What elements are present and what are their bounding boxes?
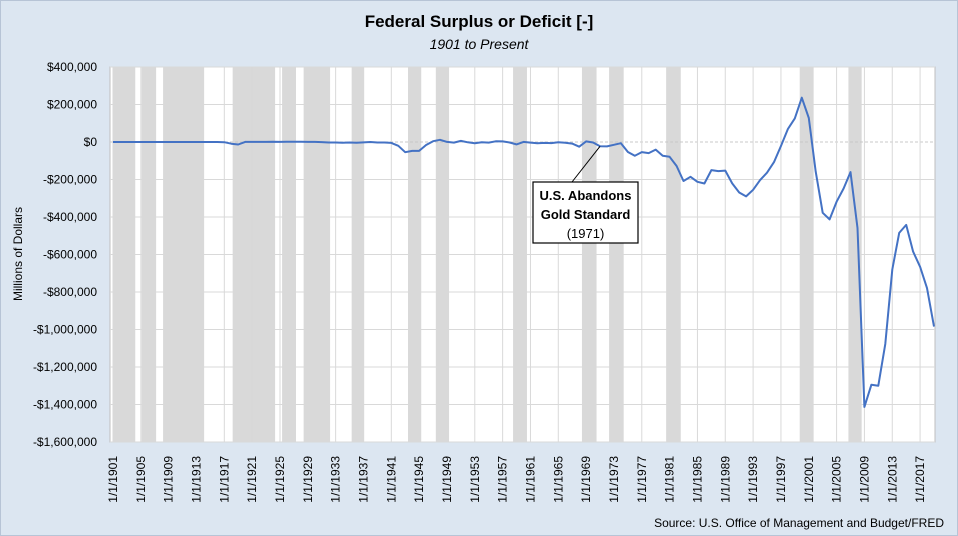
x-tick-label: 1/1/1993 [746, 456, 760, 503]
x-tick-label: 1/1/1957 [496, 456, 510, 503]
chart-title: Federal Surplus or Deficit [-] [364, 12, 594, 31]
y-tick-label: -$800,000 [43, 285, 97, 299]
x-tick-label: 1/1/1929 [301, 456, 315, 503]
x-tick-label: 1/1/1973 [607, 456, 621, 503]
x-tick-label: 1/1/1969 [579, 456, 593, 503]
y-tick-label: $200,000 [47, 98, 97, 112]
x-tick-label: 1/1/2017 [913, 456, 927, 503]
x-tick-label: 1/1/1941 [384, 456, 398, 503]
x-tick-label: 1/1/1953 [468, 456, 482, 503]
annotation: U.S. Abandons Gold Standard (1971) [532, 146, 639, 244]
x-tick-label: 1/1/2013 [885, 456, 899, 503]
y-tick-label: -$200,000 [43, 173, 97, 187]
y-tick-label: -$400,000 [43, 210, 97, 224]
x-tick-label: 1/1/1985 [690, 456, 704, 503]
x-tick-label: 1/1/1925 [273, 456, 287, 503]
x-tick-label: 1/1/1945 [412, 456, 426, 503]
series-line [113, 96, 935, 408]
x-tick-label: 1/1/1933 [329, 456, 343, 503]
y-tick-label: -$1,200,000 [33, 360, 97, 374]
y-axis-ticks: $400,000 $200,000 $0 -$200,000 -$400,000 -$60… [33, 60, 97, 449]
deficit-line [113, 96, 935, 408]
x-tick-label: 1/1/1989 [718, 456, 732, 503]
x-tick-label: 1/1/2005 [830, 456, 844, 503]
x-tick-label: 1/1/1981 [663, 456, 677, 503]
x-axis-ticks: 1/1/1901 1/1/1905 1/1/1909 1/1/1913 1/1/1917… [106, 456, 927, 503]
x-tick-label: 1/1/1937 [356, 456, 370, 503]
chart-subtitle: 1901 to Present [429, 36, 529, 52]
x-tick-label: 1/1/1949 [440, 456, 454, 503]
x-tick-label: 1/1/1965 [551, 456, 565, 503]
y-tick-label: $400,000 [47, 60, 97, 74]
x-tick-label: 1/1/1977 [635, 456, 649, 503]
y-tick-label: -$1,400,000 [33, 398, 97, 412]
y-tick-label: -$600,000 [43, 248, 97, 262]
x-tick-label: 1/1/1913 [189, 456, 203, 503]
x-tick-label: 1/1/1921 [245, 456, 259, 503]
x-tick-label: 1/1/1961 [523, 456, 537, 503]
x-tick-label: 1/1/1909 [162, 456, 176, 503]
y-axis-label: Millions of Dollars [11, 207, 25, 301]
x-tick-label: 1/1/1997 [774, 456, 788, 503]
x-tick-label: 1/1/2001 [802, 456, 816, 503]
x-tick-label: 1/1/2009 [857, 456, 871, 503]
annotation-box [532, 181, 639, 244]
x-tick-label: 1/1/1901 [106, 456, 120, 503]
annotation-line2: Gold Standard [541, 207, 631, 222]
y-tick-label: $0 [84, 135, 98, 149]
annotation-line1: U.S. Abandons [540, 188, 632, 203]
chart-source: Source: U.S. Office of Management and Bu… [654, 516, 944, 530]
x-tick-label: 1/1/1905 [134, 456, 148, 503]
annotation-leader-line [571, 146, 601, 183]
y-tick-label: -$1,000,000 [33, 323, 97, 337]
y-tick-label: -$1,600,000 [33, 435, 97, 449]
gridlines [110, 66, 935, 443]
x-tick-label: 1/1/1917 [217, 456, 231, 503]
annotation-line3: (1971) [567, 226, 605, 241]
